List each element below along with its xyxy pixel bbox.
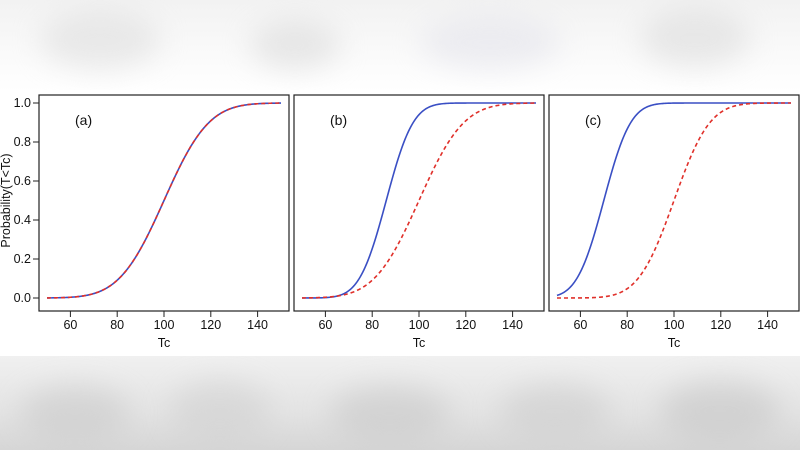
panel-frame	[38, 94, 290, 312]
x-tick-label: 80	[365, 318, 379, 332]
panel-frame	[548, 94, 800, 312]
y-tick-label: 0.0	[14, 291, 31, 305]
background-blur	[330, 386, 450, 441]
y-tick-label: 1.0	[14, 96, 31, 110]
panel-1: 60 80 100 120 140 Tc 0.0 0.2 0.4 0.6 0.8 1.0 Probabi…	[0, 94, 290, 350]
background-blur	[660, 381, 780, 441]
x-tick-label: 60	[63, 318, 77, 332]
y-tick-label: 0.2	[14, 252, 31, 266]
background-blur	[20, 386, 130, 441]
x-axis-label: Tc	[413, 336, 426, 350]
panel-label: (c)	[585, 112, 601, 128]
x-tick-label: 120	[710, 318, 731, 332]
panel-3: 60 80 100 120 140 Tc (c)	[548, 94, 800, 350]
series-line-solid	[556, 102, 791, 297]
y-tick-label: 0.4	[14, 213, 31, 227]
figure-svg: 60 80 100 120 140 Tc 0.0 0.2 0.4 0.6 0.8 1.0 Probabi…	[0, 94, 800, 350]
x-tick-label: 60	[573, 318, 587, 332]
x-tick-label: 100	[154, 318, 175, 332]
series-line-dashed	[46, 102, 282, 299]
background-bottom	[0, 356, 800, 450]
x-tick-label: 100	[664, 318, 685, 332]
background-blur	[640, 8, 750, 68]
x-tick-label: 60	[318, 318, 332, 332]
background-blur	[170, 381, 270, 441]
y-axis-label: Probability(T<Tc)	[0, 153, 13, 247]
panel-2: 60 80 100 120 140 Tc (b)	[293, 94, 545, 350]
background-blur	[250, 20, 340, 70]
x-tick-label: 80	[110, 318, 124, 332]
series-line-dashed	[301, 102, 537, 299]
x-tick-label: 140	[247, 318, 268, 332]
x-tick-label: 140	[757, 318, 778, 332]
panel-label: (b)	[330, 112, 347, 128]
x-tick-label: 140	[502, 318, 523, 332]
background-blur	[500, 384, 610, 439]
x-tick-label: 100	[409, 318, 430, 332]
background-top	[0, 0, 800, 92]
background-blur	[40, 10, 160, 70]
y-tick-label: 0.6	[14, 174, 31, 188]
x-tick-label: 120	[200, 318, 221, 332]
x-axis-label: Tc	[158, 336, 171, 350]
series-line-solid	[302, 102, 536, 299]
x-tick-label: 120	[455, 318, 476, 332]
y-tick-label: 0.8	[14, 135, 31, 149]
panel-frame	[293, 94, 545, 312]
background-blur	[420, 15, 560, 70]
panel-label: (a)	[75, 112, 92, 128]
x-axis-label: Tc	[668, 336, 681, 350]
figure: 60 80 100 120 140 Tc 0.0 0.2 0.4 0.6 0.8 1.0 Probabi…	[0, 90, 800, 356]
x-tick-label: 80	[620, 318, 634, 332]
